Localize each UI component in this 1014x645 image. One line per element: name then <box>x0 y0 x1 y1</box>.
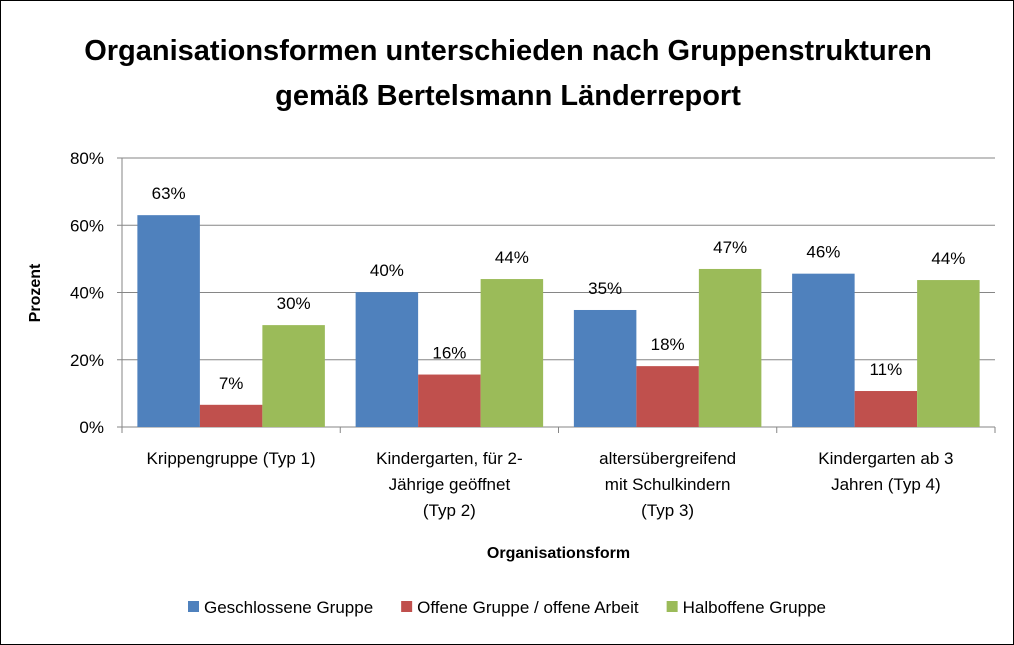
y-tick-label: 60% <box>70 216 104 235</box>
bar <box>262 325 325 427</box>
legend-swatch <box>188 601 199 612</box>
x-tick-label: (Typ 2) <box>423 501 476 520</box>
data-label: 35% <box>588 279 622 298</box>
legend: Geschlossene Gruppe Offene Gruppe / offen… <box>188 598 826 617</box>
bar <box>636 366 699 427</box>
bar <box>792 273 855 427</box>
y-axis-title: Prozent <box>27 263 44 322</box>
x-tick-label: (Typ 3) <box>641 501 694 520</box>
data-label: 44% <box>931 249 965 268</box>
data-label: 47% <box>713 238 747 257</box>
x-tick-label: altersübergreifend <box>599 449 736 468</box>
bar <box>418 374 481 427</box>
legend-label: Geschlossene Gruppe <box>204 598 373 617</box>
bar <box>137 215 200 427</box>
x-tick-label: mit Schulkindern <box>605 475 731 494</box>
chart-title: Organisationsformen unterschieden nach G… <box>84 35 932 112</box>
data-label: 46% <box>806 243 840 262</box>
bar <box>917 280 980 427</box>
y-tick-label: 20% <box>70 351 104 370</box>
legend-swatch <box>666 601 678 612</box>
data-label: 7% <box>219 374 244 393</box>
bar <box>480 279 544 427</box>
data-label: 40% <box>370 261 404 280</box>
x-tick-label: Jahren (Typ 4) <box>831 475 941 494</box>
data-label: 18% <box>651 335 685 354</box>
data-label: 30% <box>277 294 311 313</box>
data-label: 44% <box>495 248 529 267</box>
legend-swatch <box>401 601 413 612</box>
legend-label: Offene Gruppe / offene Arbeit <box>417 598 639 617</box>
bar <box>355 292 419 427</box>
x-tick-label: Kindergarten ab 3 <box>818 449 953 468</box>
bar <box>698 268 762 427</box>
y-tick-label: 40% <box>70 284 104 303</box>
bar <box>854 391 918 427</box>
data-label: 16% <box>432 344 466 363</box>
y-tick-label: 80% <box>70 149 104 168</box>
legend-label: Halboffene Gruppe <box>683 598 826 617</box>
x-tick-label: Kindergarten, für 2- <box>376 449 522 468</box>
y-tick-label: 0% <box>79 418 104 437</box>
x-tick-label: Jährige geöffnet <box>389 475 511 494</box>
data-label: 11% <box>869 360 902 379</box>
data-label: 63% <box>152 184 186 203</box>
x-tick-label: Krippengruppe (Typ 1) <box>147 449 316 468</box>
bar <box>199 404 263 427</box>
bar <box>573 309 637 427</box>
x-axis-title: Organisationsform <box>487 545 630 562</box>
